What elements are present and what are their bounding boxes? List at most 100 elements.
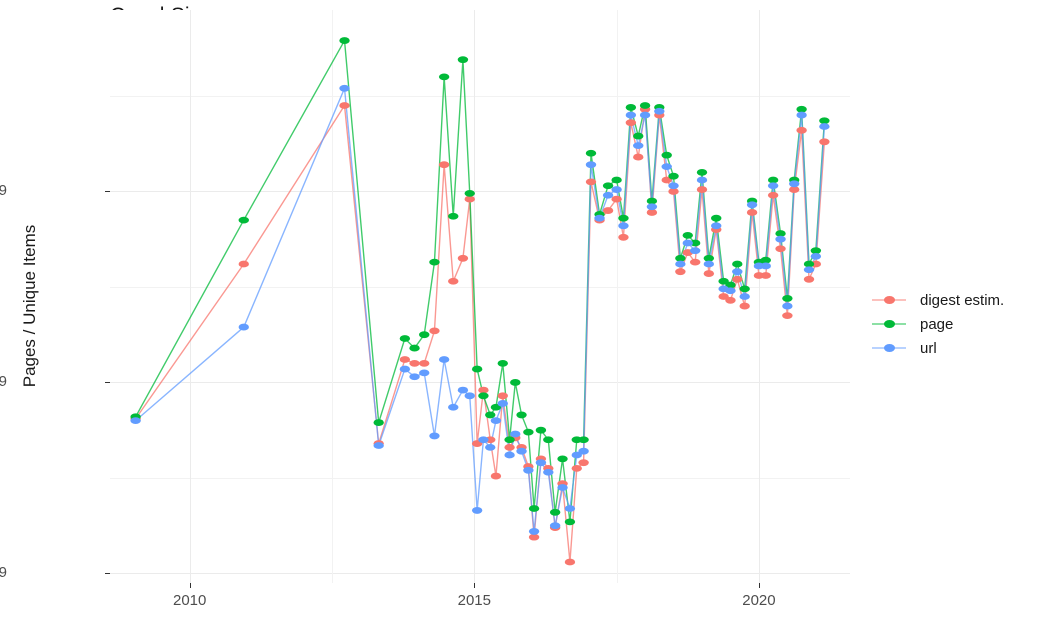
gridline-y-minor bbox=[110, 287, 850, 288]
data-point bbox=[819, 117, 830, 125]
data-point bbox=[497, 392, 508, 400]
data-point bbox=[510, 430, 521, 438]
legend-item-label: page bbox=[920, 315, 954, 333]
data-point bbox=[796, 105, 807, 113]
data-point bbox=[464, 392, 475, 400]
data-point bbox=[819, 138, 830, 146]
data-point bbox=[571, 451, 582, 459]
data-point bbox=[682, 231, 693, 239]
data-point bbox=[725, 281, 736, 289]
data-point bbox=[457, 56, 469, 64]
data-point bbox=[675, 268, 686, 276]
data-point bbox=[739, 302, 750, 310]
data-point bbox=[682, 239, 693, 247]
data-point bbox=[497, 400, 508, 407]
y-tick-label: 1e+09 bbox=[0, 564, 7, 582]
data-point bbox=[696, 186, 708, 193]
x-tick-label: 2015 bbox=[457, 592, 491, 609]
data-point bbox=[718, 293, 729, 300]
data-point bbox=[504, 443, 515, 451]
data-point bbox=[639, 102, 651, 109]
legend-item-page[interactable]: page bbox=[872, 312, 1057, 336]
data-point bbox=[448, 403, 459, 411]
data-point bbox=[633, 153, 644, 161]
data-point bbox=[732, 268, 743, 276]
data-point bbox=[373, 442, 384, 449]
gridline-x-minor bbox=[332, 10, 333, 583]
data-point bbox=[646, 209, 658, 216]
data-point bbox=[639, 111, 651, 119]
data-point bbox=[464, 195, 475, 203]
data-point bbox=[549, 522, 561, 530]
x-tick-label: 2020 bbox=[742, 592, 776, 609]
data-point bbox=[528, 533, 540, 541]
data-point bbox=[429, 258, 440, 266]
data-point bbox=[585, 149, 597, 157]
data-point bbox=[775, 245, 786, 253]
data-point bbox=[782, 295, 793, 302]
data-point bbox=[775, 235, 786, 243]
data-point bbox=[523, 466, 534, 474]
data-point bbox=[339, 102, 350, 109]
data-point bbox=[711, 222, 722, 230]
data-point bbox=[625, 119, 637, 127]
legend-item-digest-estim-[interactable]: digest estim. bbox=[872, 288, 1057, 312]
data-point bbox=[782, 312, 793, 319]
x-tick-mark bbox=[474, 583, 475, 588]
data-point bbox=[504, 436, 515, 444]
data-point bbox=[339, 37, 350, 44]
data-point bbox=[703, 260, 715, 268]
data-point bbox=[238, 260, 249, 268]
data-point bbox=[490, 472, 502, 480]
gridline-y-minor bbox=[110, 96, 850, 97]
data-point bbox=[557, 455, 568, 463]
data-point bbox=[732, 275, 743, 283]
data-point bbox=[429, 327, 440, 335]
data-point bbox=[789, 186, 800, 193]
data-point bbox=[668, 172, 679, 180]
data-point bbox=[661, 176, 672, 184]
data-point bbox=[767, 182, 779, 190]
data-point bbox=[668, 188, 679, 195]
data-point bbox=[602, 191, 614, 199]
data-point bbox=[739, 293, 750, 300]
data-point bbox=[399, 365, 411, 373]
data-point bbox=[490, 403, 502, 411]
data-point bbox=[399, 335, 411, 342]
data-point bbox=[497, 359, 508, 367]
data-point bbox=[438, 73, 450, 81]
data-point bbox=[409, 344, 420, 352]
data-point bbox=[718, 277, 729, 285]
data-point bbox=[760, 256, 771, 264]
data-point bbox=[543, 436, 554, 444]
data-point bbox=[409, 373, 420, 381]
data-point bbox=[760, 262, 771, 270]
data-point bbox=[625, 104, 637, 111]
data-point bbox=[611, 186, 622, 193]
data-point bbox=[419, 331, 430, 339]
data-point bbox=[510, 379, 521, 386]
y-tick-mark bbox=[105, 573, 110, 574]
data-point bbox=[661, 163, 672, 171]
data-point bbox=[471, 507, 483, 514]
data-point bbox=[516, 411, 527, 419]
legend-item-url[interactable]: url bbox=[872, 336, 1057, 360]
data-point bbox=[810, 252, 822, 260]
data-point bbox=[746, 209, 758, 216]
data-point bbox=[611, 195, 622, 203]
data-point bbox=[130, 417, 141, 425]
data-point bbox=[471, 365, 483, 373]
data-point bbox=[516, 447, 527, 455]
data-point bbox=[578, 447, 589, 455]
data-point bbox=[578, 436, 589, 444]
data-point bbox=[711, 214, 722, 222]
data-point bbox=[490, 417, 502, 425]
legend-key-icon bbox=[872, 288, 906, 312]
data-point bbox=[810, 247, 822, 255]
x-tick-mark bbox=[759, 583, 760, 588]
data-point bbox=[689, 239, 701, 247]
data-point bbox=[485, 443, 496, 451]
data-point bbox=[767, 191, 779, 199]
